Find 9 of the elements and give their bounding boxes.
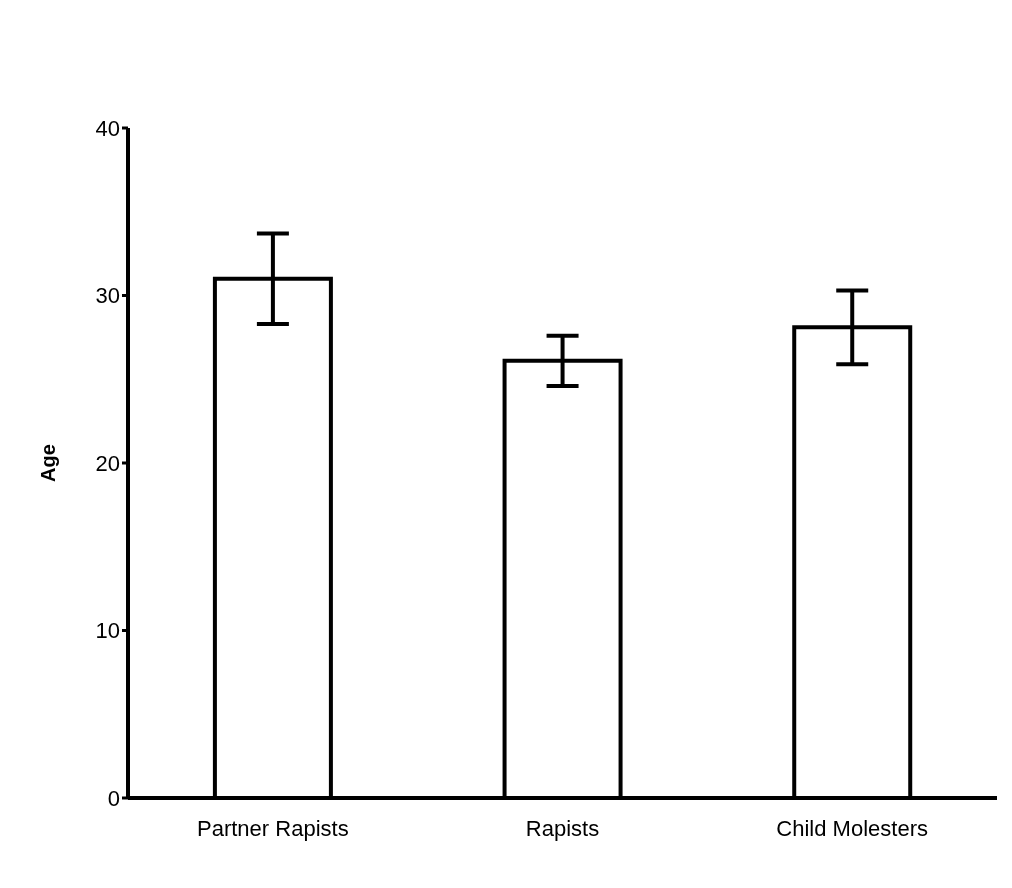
y-tick-label: 40 [95,115,120,141]
x-tick-label: Rapists [525,815,600,841]
y-tick-label: 20 [95,450,120,476]
y-tick-label: 0 [107,785,120,811]
y-axis-title: Age [37,444,60,482]
x-tick-label: Child Molesters [776,815,928,841]
y-tick-label: 10 [95,618,120,644]
x-tick-label: Partner Rapists [197,815,349,841]
y-tick-label: 30 [95,283,120,309]
